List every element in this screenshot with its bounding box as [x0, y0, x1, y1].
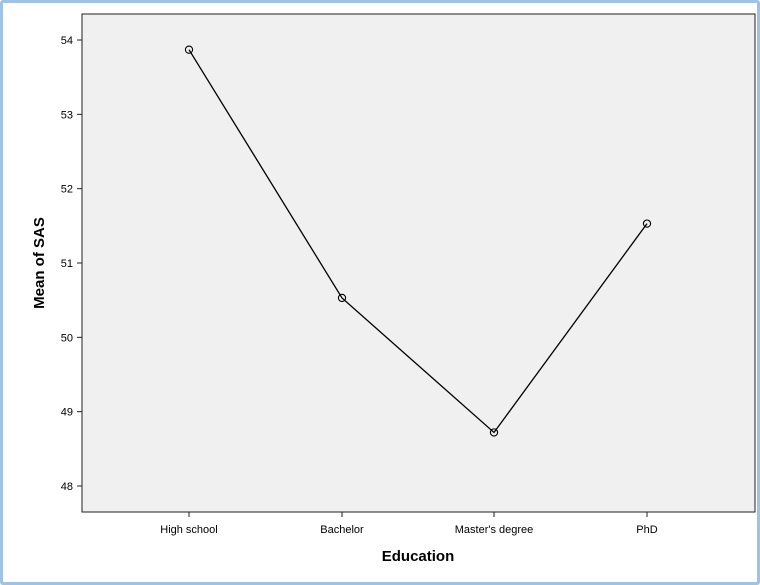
x-axis-title: Education — [382, 548, 455, 565]
data-point-marker — [184, 45, 194, 54]
x-tick-label: Master's degree — [455, 524, 534, 536]
y-tick-label: 51 — [61, 258, 73, 270]
y-axis: 48 49 50 51 52 53 54 — [61, 35, 82, 493]
plot-area — [81, 13, 756, 513]
data-point-marker — [642, 219, 652, 228]
x-tick-label: Bachelor — [320, 524, 364, 536]
y-tick-label: 50 — [61, 332, 73, 344]
series-group — [184, 45, 652, 437]
y-tick-label: 54 — [61, 35, 73, 47]
y-tick-label: 52 — [61, 184, 73, 196]
y-tick-label: 53 — [61, 109, 73, 121]
x-tick-label: PhD — [636, 524, 657, 536]
y-tick-label: 48 — [61, 481, 73, 493]
x-axis: High school Bachelor Master's degree PhD — [160, 512, 658, 536]
data-point-marker — [489, 428, 499, 437]
y-tick-label: 49 — [61, 407, 73, 419]
y-axis-title: Mean of SAS — [31, 217, 48, 309]
series-line — [188, 49, 648, 434]
data-point-marker — [337, 293, 347, 303]
x-tick-label: High school — [160, 524, 217, 536]
